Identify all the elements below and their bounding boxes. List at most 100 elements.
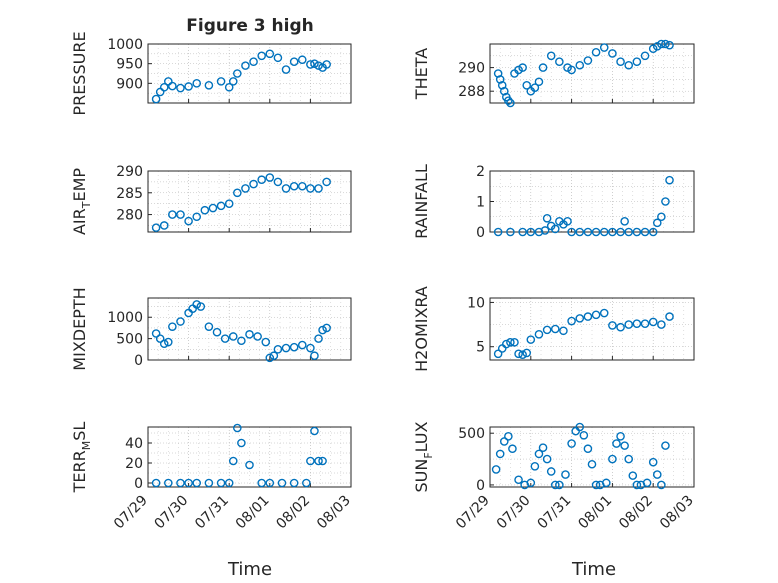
data-point	[661, 441, 670, 450]
data-point	[168, 81, 177, 91]
data-point	[277, 478, 287, 488]
subplot-sun-flux: 0 500 07/29 07/30 07/31 08/01 08/02 08/03 SUNFLU…	[412, 421, 697, 532]
data-point	[192, 300, 202, 309]
x-axis-label-right: Time	[571, 559, 616, 580]
y-tick-label: 1	[476, 195, 485, 211]
data-point	[273, 177, 283, 187]
data-point	[567, 439, 576, 448]
data-point	[208, 203, 218, 213]
data-point	[550, 224, 560, 234]
data-point	[249, 57, 258, 67]
data-point	[502, 339, 511, 349]
data-point	[526, 227, 536, 237]
data-point	[192, 478, 202, 488]
data-point	[302, 478, 311, 488]
data-point	[561, 470, 570, 479]
data-point	[640, 227, 650, 237]
data-point	[542, 213, 552, 223]
axes-box	[147, 297, 352, 361]
x-tick-label: 08/01	[233, 493, 273, 533]
data-point	[176, 478, 185, 488]
data-point	[665, 312, 674, 321]
data-point	[506, 227, 515, 237]
y-tick-label: 290	[116, 164, 143, 180]
data-point	[583, 444, 593, 454]
y-tick-label: 0	[476, 478, 485, 494]
data-point	[289, 342, 299, 352]
data-point	[151, 94, 161, 104]
data-point	[200, 205, 210, 215]
x-tick-label: 07/29	[111, 493, 151, 533]
data-point	[583, 56, 593, 65]
data-point	[624, 320, 634, 329]
y-tick-label: 950	[116, 57, 143, 73]
data-point	[237, 438, 246, 448]
data-point	[583, 312, 593, 321]
data-point	[306, 343, 315, 353]
y-axis-label: THETA	[412, 48, 431, 100]
data-point	[163, 337, 173, 347]
data-point	[176, 210, 185, 219]
y-tick-label: 285	[116, 186, 143, 202]
y-axis-label: TERRMSL	[70, 422, 93, 494]
data-point	[504, 432, 513, 441]
data-point	[583, 227, 593, 237]
y-axis-label: AIRTEMP	[70, 168, 93, 235]
data-point	[624, 60, 634, 70]
data-point	[657, 320, 666, 329]
data-point	[538, 63, 548, 72]
data-point	[591, 480, 601, 490]
x-tick-label: 08/02	[616, 493, 656, 533]
data-point	[281, 65, 291, 74]
y-tick-label: 290	[458, 61, 485, 77]
data-point	[620, 441, 629, 450]
data-point	[506, 337, 515, 347]
data-point	[559, 326, 568, 336]
data-point	[550, 480, 560, 490]
data-point	[216, 201, 226, 211]
data-point	[648, 457, 658, 467]
x-tick-label: 07/30	[152, 493, 192, 533]
data-point	[632, 319, 642, 328]
data-point	[624, 454, 634, 464]
data-point	[196, 302, 206, 311]
data-point	[192, 212, 202, 222]
data-point	[518, 63, 527, 72]
data-point	[575, 227, 585, 237]
data-point	[575, 314, 585, 323]
data-point	[518, 350, 527, 359]
data-point	[155, 87, 165, 97]
data-point	[591, 47, 601, 57]
data-point	[237, 336, 246, 346]
y-tick-label: 500	[116, 332, 143, 348]
data-point	[261, 337, 271, 347]
data-point	[297, 181, 307, 191]
data-point	[314, 184, 323, 193]
data-point	[522, 348, 532, 358]
data-point	[310, 426, 319, 436]
data-point	[493, 227, 503, 237]
data-point	[591, 310, 601, 320]
data-point	[224, 478, 234, 488]
data-point	[322, 60, 331, 69]
figure-title: Figure 3 high	[186, 16, 314, 36]
data-point	[616, 57, 625, 67]
data-point	[640, 319, 650, 328]
data-point	[184, 82, 193, 91]
y-tick-label: 500	[458, 426, 485, 442]
y-tick-label: 288	[458, 84, 485, 100]
subplot-air-temp: 280 285 290 AIRTEMP	[70, 164, 352, 235]
data-point	[665, 175, 674, 185]
data-point	[632, 57, 642, 67]
data-point	[648, 227, 658, 237]
data-point	[273, 53, 283, 63]
data-point	[555, 57, 564, 67]
data-point	[249, 179, 258, 189]
data-point	[306, 456, 315, 466]
y-tick-label: 280	[116, 208, 143, 224]
data-point	[322, 177, 331, 187]
data-point	[310, 351, 319, 361]
y-tick-label: 5	[476, 340, 485, 356]
y-tick-label: 1000	[107, 310, 143, 326]
